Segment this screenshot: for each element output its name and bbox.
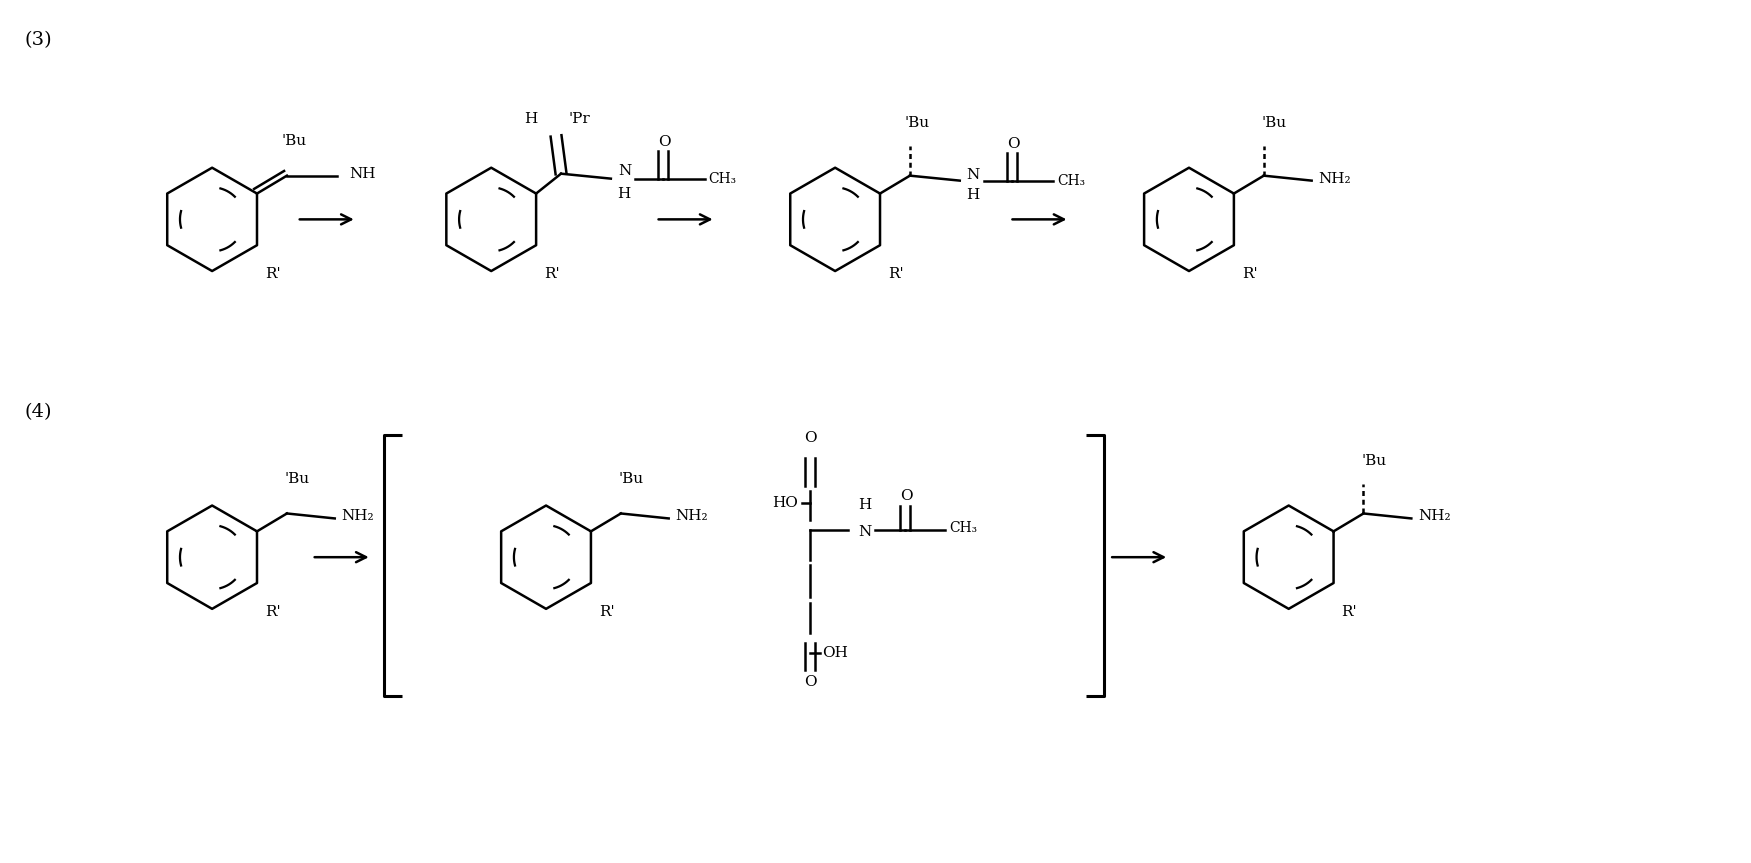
Text: 'Bu: 'Bu (618, 472, 644, 486)
Text: (4): (4) (25, 403, 53, 421)
Text: NH₂: NH₂ (1319, 172, 1352, 186)
Text: H: H (525, 112, 538, 126)
Text: R': R' (888, 267, 904, 281)
Text: 'Bu: 'Bu (282, 134, 306, 148)
Text: O: O (1007, 137, 1019, 151)
Text: NH₂: NH₂ (1418, 509, 1452, 524)
Text: R': R' (545, 267, 560, 281)
Text: OH: OH (823, 646, 847, 659)
Text: N: N (967, 167, 981, 182)
Text: O: O (804, 676, 816, 690)
Text: R': R' (1241, 267, 1257, 281)
Text: R': R' (264, 605, 280, 619)
Text: N: N (618, 164, 630, 178)
Text: NH₂: NH₂ (341, 509, 375, 524)
Text: (3): (3) (25, 30, 53, 48)
Text: R': R' (264, 267, 280, 281)
Text: CH₃: CH₃ (949, 521, 977, 535)
Text: H: H (858, 499, 872, 513)
Text: 'Bu: 'Bu (1362, 454, 1387, 468)
Text: HO: HO (772, 495, 798, 509)
Text: 'Pr: 'Pr (567, 112, 590, 126)
Text: O: O (804, 431, 816, 445)
Text: 'Bu: 'Bu (285, 472, 310, 486)
Text: N: N (858, 526, 872, 539)
Text: R': R' (599, 605, 615, 619)
Text: CH₃: CH₃ (709, 172, 737, 186)
Text: O: O (900, 488, 914, 502)
Text: NH: NH (350, 167, 376, 180)
Text: NH₂: NH₂ (676, 509, 709, 524)
Text: H: H (616, 186, 630, 200)
Text: CH₃: CH₃ (1058, 173, 1086, 187)
Text: H: H (967, 187, 979, 202)
Text: O: O (658, 135, 671, 148)
Text: R': R' (1341, 605, 1357, 619)
Text: 'Bu: 'Bu (905, 116, 930, 130)
Text: 'Bu: 'Bu (1262, 116, 1287, 130)
